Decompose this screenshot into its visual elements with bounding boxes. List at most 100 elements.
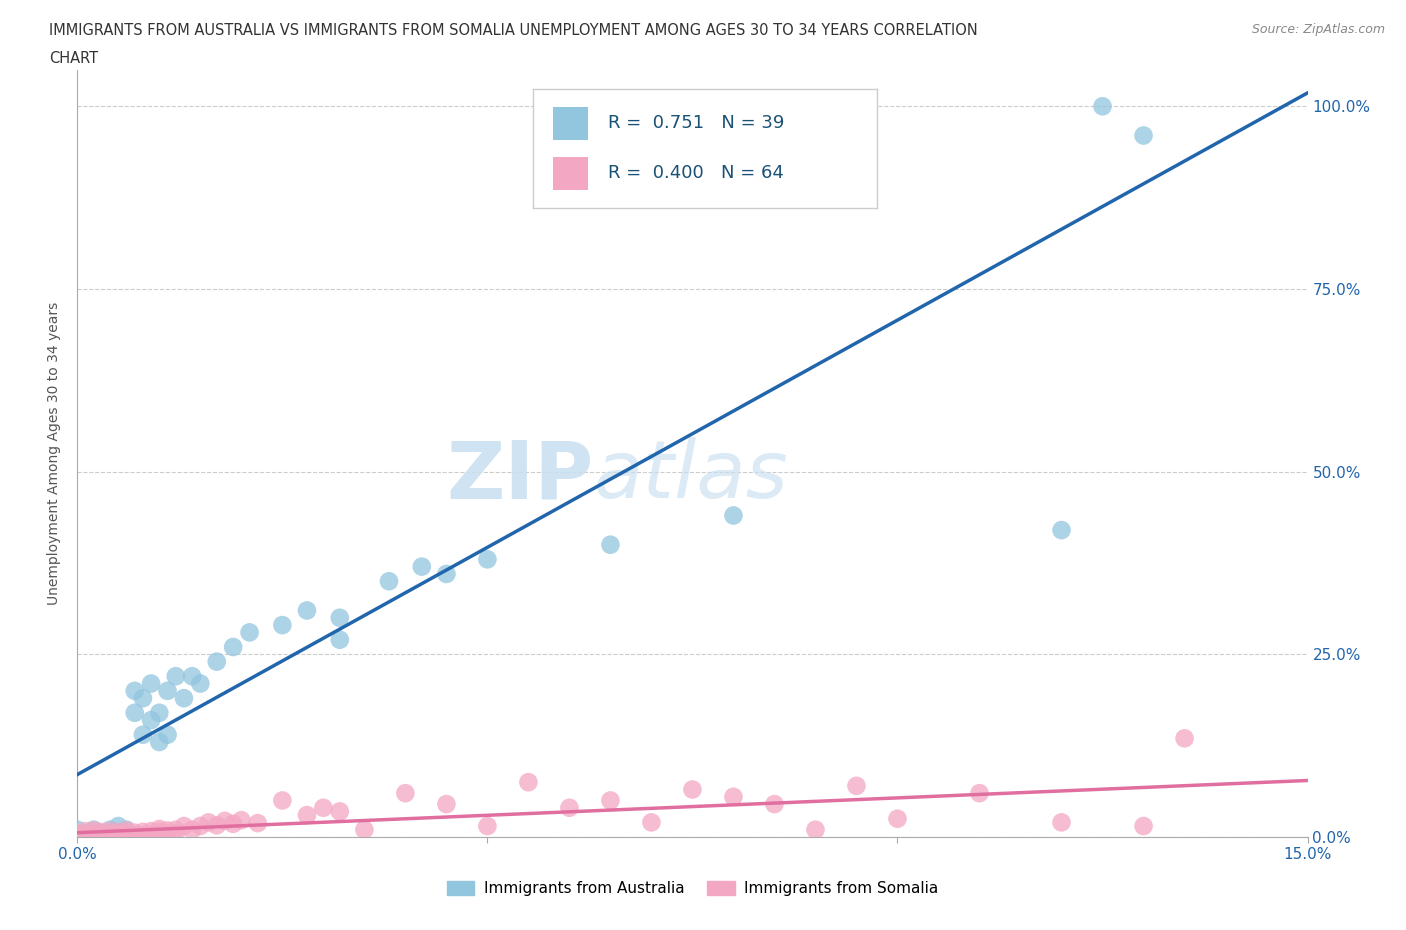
Point	[83, 827, 105, 842]
Point	[181, 822, 204, 837]
Point	[969, 786, 991, 801]
Point	[148, 735, 170, 750]
Text: atlas: atlas	[595, 437, 789, 515]
Point	[378, 574, 401, 589]
Y-axis label: Unemployment Among Ages 30 to 34 years: Unemployment Among Ages 30 to 34 years	[48, 301, 62, 605]
Point	[90, 830, 114, 844]
Point	[205, 654, 228, 669]
Point	[804, 822, 827, 837]
Point	[132, 825, 155, 840]
Point	[329, 610, 352, 625]
Point	[1174, 731, 1197, 746]
Point	[312, 801, 335, 816]
Point	[107, 826, 129, 841]
Point	[295, 807, 318, 822]
Point	[115, 826, 138, 841]
Point	[271, 793, 294, 808]
Point	[90, 828, 114, 843]
Point	[165, 669, 187, 684]
Point	[115, 822, 138, 837]
Point	[156, 727, 179, 742]
Point	[295, 603, 318, 618]
Point	[107, 828, 129, 843]
Text: ZIP: ZIP	[447, 437, 595, 515]
Point	[329, 632, 352, 647]
Text: Source: ZipAtlas.com: Source: ZipAtlas.com	[1251, 23, 1385, 36]
Point	[156, 823, 179, 838]
Point	[83, 830, 105, 844]
Point	[188, 676, 212, 691]
Point	[75, 824, 97, 839]
Point	[640, 815, 662, 830]
Point	[124, 705, 146, 720]
Point	[214, 814, 236, 829]
Point	[436, 797, 458, 812]
Point	[132, 727, 155, 742]
Point	[148, 705, 170, 720]
Point	[723, 508, 745, 523]
Point	[148, 825, 170, 840]
Point	[132, 828, 155, 843]
Point	[75, 826, 97, 841]
Point	[845, 778, 868, 793]
Point	[98, 822, 121, 837]
Point	[517, 775, 540, 790]
Point	[477, 551, 499, 566]
Point	[599, 793, 621, 808]
Point	[83, 822, 105, 837]
Point	[1132, 128, 1154, 143]
Point	[197, 815, 219, 830]
Point	[107, 818, 129, 833]
Point	[90, 825, 114, 840]
Point	[682, 782, 704, 797]
Text: IMMIGRANTS FROM AUSTRALIA VS IMMIGRANTS FROM SOMALIA UNEMPLOYMENT AMONG AGES 30 : IMMIGRANTS FROM AUSTRALIA VS IMMIGRANTS …	[49, 23, 979, 38]
Point	[141, 828, 163, 843]
Point	[436, 566, 458, 581]
Point	[98, 830, 121, 844]
Point	[246, 816, 269, 830]
Point	[239, 625, 262, 640]
Point	[723, 790, 745, 804]
Point	[115, 829, 138, 844]
Point	[271, 618, 294, 632]
Point	[886, 811, 908, 826]
Point	[156, 827, 179, 842]
Point	[411, 559, 433, 574]
Point	[329, 804, 352, 819]
Point	[107, 830, 129, 844]
Point	[165, 826, 187, 841]
Point	[66, 822, 89, 837]
Point	[173, 818, 195, 833]
Point	[98, 827, 121, 842]
Point	[107, 825, 129, 840]
Point	[640, 113, 662, 128]
Point	[353, 822, 375, 837]
Point	[1050, 523, 1073, 538]
Point	[156, 684, 179, 698]
Point	[124, 825, 146, 840]
Point	[599, 538, 621, 552]
Point	[75, 828, 97, 843]
Legend: Immigrants from Australia, Immigrants from Somalia: Immigrants from Australia, Immigrants fr…	[441, 875, 943, 902]
Point	[165, 822, 187, 837]
Point	[90, 826, 114, 841]
Point	[132, 691, 155, 706]
Point	[124, 828, 146, 843]
Point	[141, 676, 163, 691]
Point	[394, 786, 416, 801]
Point	[66, 830, 89, 844]
Point	[148, 821, 170, 836]
Point	[141, 824, 163, 839]
Point	[141, 712, 163, 727]
Point	[477, 818, 499, 833]
Point	[1091, 99, 1114, 113]
Point	[1050, 815, 1073, 830]
Point	[1132, 818, 1154, 833]
Point	[83, 823, 105, 838]
Point	[763, 797, 786, 812]
Point	[66, 826, 89, 841]
Point	[173, 691, 195, 706]
Point	[231, 813, 253, 828]
Point	[222, 817, 245, 831]
Point	[558, 801, 581, 816]
